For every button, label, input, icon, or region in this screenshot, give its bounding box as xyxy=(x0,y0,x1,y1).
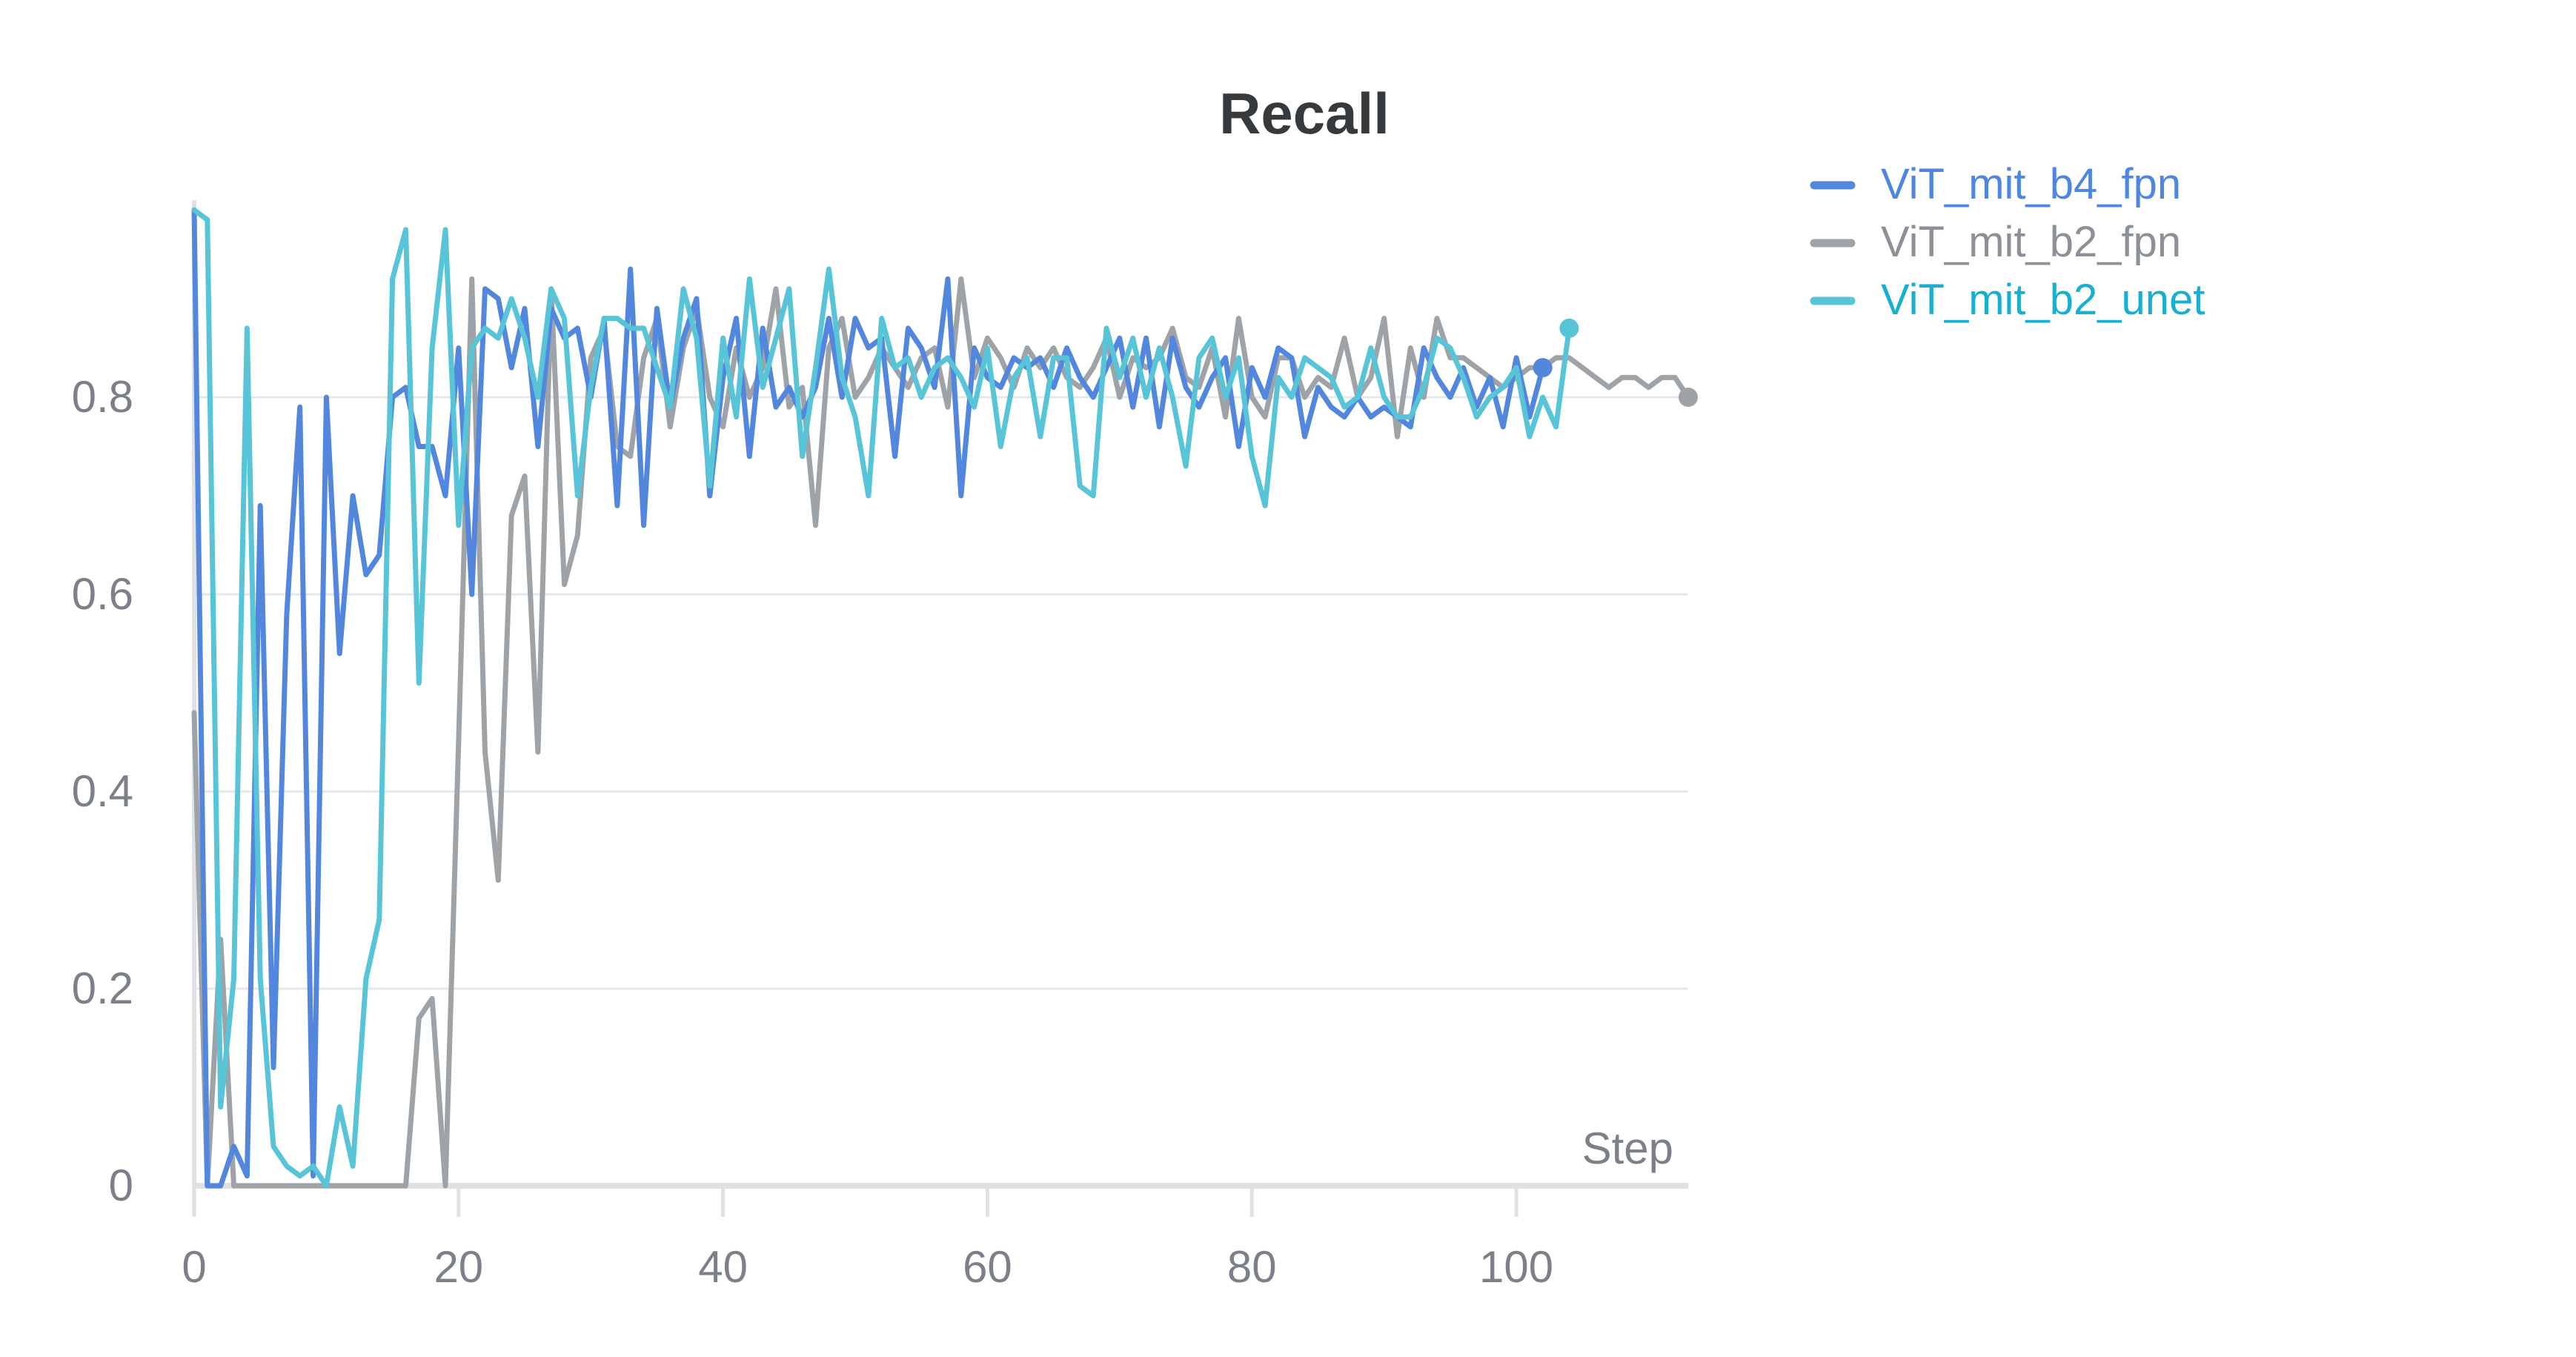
series-line-ViT_mit_b2_fpn xyxy=(191,276,1691,1189)
legend-item-ViT_mit_b2_unet[interactable]: ViT_mit_b2_unet xyxy=(1810,276,2205,324)
x-tick-label: 20 xyxy=(434,1242,483,1292)
x-tick-label: 60 xyxy=(963,1242,1012,1292)
chart-title: Recall xyxy=(1219,81,1390,146)
series-line-ViT_mit_b2_unet xyxy=(191,207,1572,1189)
legend-item-ViT_mit_b4_fpn[interactable]: ViT_mit_b4_fpn xyxy=(1810,160,2181,208)
series-end-point-ViT_mit_b2_fpn xyxy=(1679,388,1698,407)
legend-label: ViT_mit_b2_unet xyxy=(1881,276,2205,324)
y-tick-label: 0.6 xyxy=(72,569,133,619)
x-tick-label: 40 xyxy=(698,1242,748,1292)
legend-label: ViT_mit_b4_fpn xyxy=(1881,160,2181,208)
y-tick-label: 0.2 xyxy=(72,963,133,1013)
y-tick-label: 0 xyxy=(109,1161,133,1210)
legend[interactable]: ViT_mit_b4_fpn ViT_mit_b2_fpn ViT_mit_b2_u… xyxy=(1810,160,2205,324)
legend-item-ViT_mit_b2_fpn[interactable]: ViT_mit_b2_fpn xyxy=(1810,218,2181,266)
y-tick-label: 0.4 xyxy=(72,766,133,816)
series-end-point-ViT_mit_b2_unet xyxy=(1559,318,1579,338)
series-lines xyxy=(191,207,1698,1189)
x-tick-label: 0 xyxy=(182,1242,206,1292)
series-line-ViT_mit_b4_fpn xyxy=(191,207,1546,1189)
legend-label: ViT_mit_b2_fpn xyxy=(1881,218,2181,266)
x-tick-label: 80 xyxy=(1227,1242,1277,1292)
y-tick-label: 0.8 xyxy=(72,372,133,422)
x-tick-label: 100 xyxy=(1479,1242,1553,1292)
x-axis-label: Step xyxy=(1582,1124,1673,1173)
gridlines xyxy=(194,396,1688,990)
series-end-point-ViT_mit_b4_fpn xyxy=(1533,358,1553,378)
